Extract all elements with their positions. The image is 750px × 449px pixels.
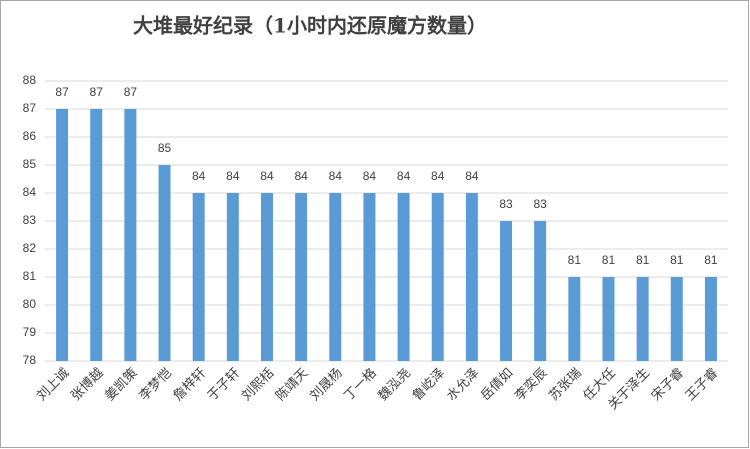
bar — [465, 193, 478, 361]
data-label: 81 — [602, 253, 616, 267]
y-tick-label: 78 — [23, 353, 37, 367]
data-label: 84 — [397, 169, 411, 183]
bar — [329, 193, 342, 361]
y-tick-label: 79 — [23, 325, 37, 339]
bar — [431, 193, 444, 361]
data-label: 84 — [465, 169, 479, 183]
data-label: 84 — [329, 169, 343, 183]
y-tick-label: 86 — [23, 129, 37, 143]
data-label: 84 — [294, 169, 308, 183]
bar — [56, 109, 69, 361]
bar — [363, 193, 376, 361]
bar — [90, 109, 103, 361]
data-label: 87 — [55, 85, 69, 99]
bar — [636, 277, 649, 361]
bar — [500, 221, 513, 361]
y-tick-label: 80 — [23, 297, 37, 311]
data-label: 83 — [499, 197, 513, 211]
bar — [602, 277, 615, 361]
bar — [704, 277, 717, 361]
data-label: 84 — [192, 169, 206, 183]
data-label: 84 — [226, 169, 240, 183]
data-label: 87 — [124, 85, 138, 99]
data-label: 81 — [670, 253, 684, 267]
y-tick-label: 81 — [23, 269, 37, 283]
data-label: 87 — [90, 85, 104, 99]
y-tick-label: 82 — [23, 241, 37, 255]
bar — [226, 193, 239, 361]
y-tick-label: 84 — [23, 185, 37, 199]
bar — [192, 193, 205, 361]
data-label: 84 — [431, 169, 445, 183]
data-label: 81 — [636, 253, 650, 267]
bar — [568, 277, 581, 361]
data-label: 83 — [533, 197, 547, 211]
bar — [260, 193, 273, 361]
bar — [295, 193, 308, 361]
bar — [534, 221, 547, 361]
bar — [158, 165, 171, 361]
data-label: 84 — [363, 169, 377, 183]
data-label: 81 — [568, 253, 582, 267]
data-label: 85 — [158, 141, 172, 155]
y-tick-label: 83 — [23, 213, 37, 227]
y-tick-label: 87 — [23, 101, 37, 115]
y-tick-label: 88 — [23, 73, 37, 87]
bar — [124, 109, 137, 361]
y-tick-label: 85 — [23, 157, 37, 171]
chart-title: 大堆最好纪录（1小时内还原魔方数量） — [133, 14, 487, 38]
bar — [670, 277, 683, 361]
data-label: 81 — [704, 253, 718, 267]
bar — [397, 193, 410, 361]
data-label: 84 — [260, 169, 274, 183]
